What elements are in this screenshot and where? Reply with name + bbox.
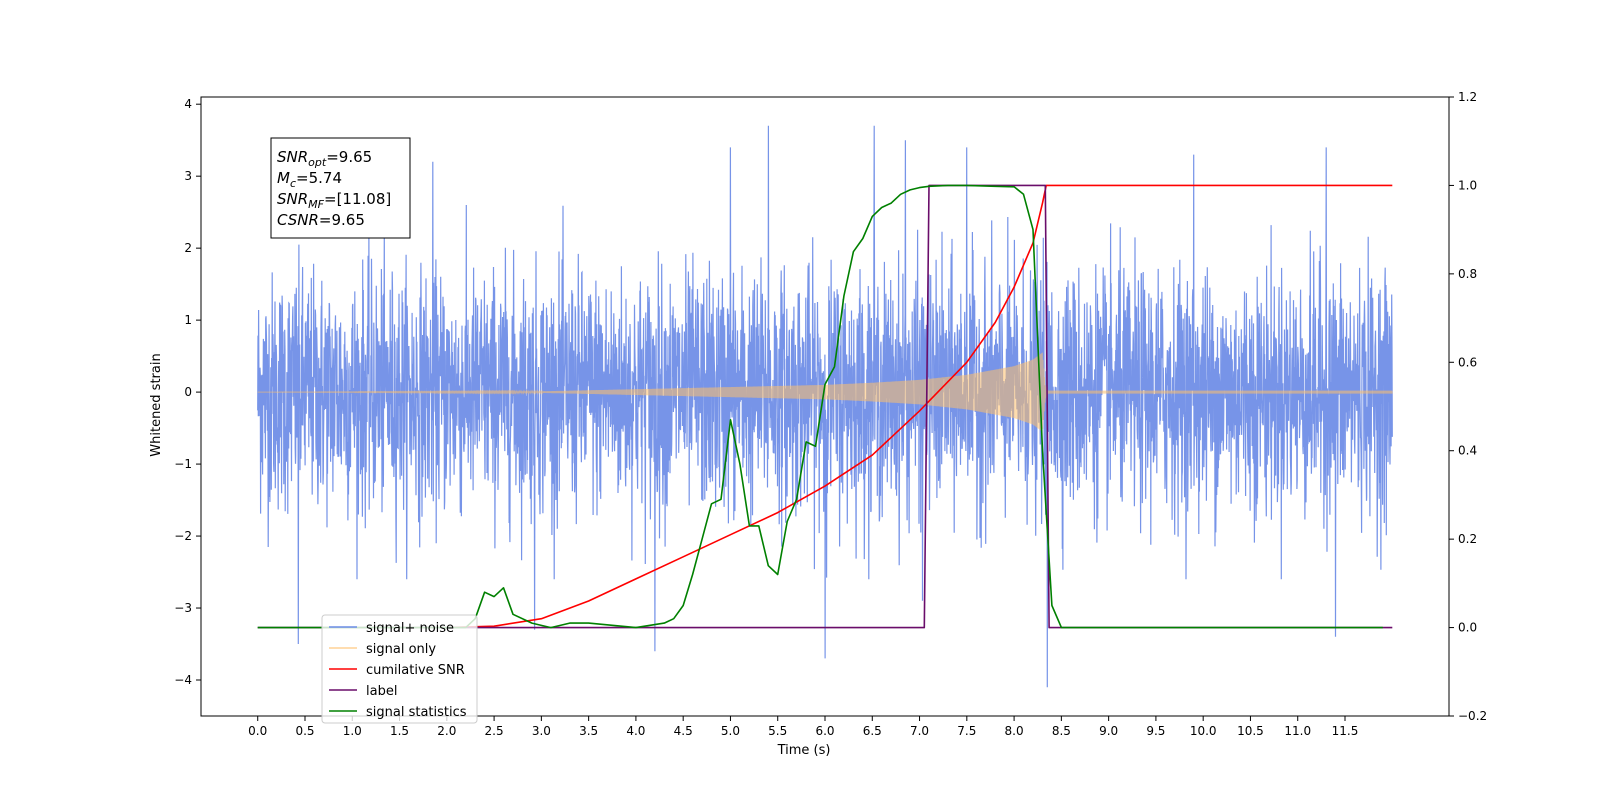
x-tick-label: 4.5 [674, 724, 693, 738]
y2-tick-label: 1.0 [1458, 178, 1477, 192]
y-tick-label: −4 [174, 673, 192, 687]
x-tick-label: 0.5 [295, 724, 314, 738]
y-axis-label: Whitened strain [149, 353, 164, 456]
annotation-subscript: opt [308, 156, 327, 169]
legend-entry: signal only [366, 642, 436, 657]
legend-entry: signal+ noise [366, 621, 454, 636]
y-tick-label: 2 [184, 241, 192, 255]
x-axis-label: Time (s) [777, 743, 831, 758]
annotation-value: =5.74 [296, 169, 342, 187]
legend-frame [321, 614, 478, 724]
annotation-line: CSNR=9.65 [277, 211, 365, 229]
annotation-subscript: c [290, 177, 296, 190]
y-tick-label: −3 [174, 601, 192, 615]
x-tick-label: 8.5 [1052, 724, 1071, 738]
y-tick-label: 0 [184, 385, 192, 399]
x-tick-label: 9.5 [1146, 724, 1165, 738]
x-tick-label: 7.0 [910, 724, 929, 738]
x-tick-label: 10.0 [1190, 724, 1217, 738]
annotation-value: =9.65 [326, 148, 372, 166]
legend-entry: cumilative SNR [366, 663, 465, 678]
x-tick-label: 3.0 [532, 724, 551, 738]
x-tick-label: 9.0 [1099, 724, 1118, 738]
annotation-line: SNRMF=[11.08] [277, 190, 391, 211]
x-tick-label: 3.5 [579, 724, 598, 738]
y2-tick-label: 0.6 [1458, 355, 1477, 369]
x-tick-label: 6.0 [815, 724, 834, 738]
y-tick-label: 4 [184, 97, 192, 111]
x-tick-label: 2.0 [437, 724, 456, 738]
y2-tick-label: 0.2 [1458, 532, 1477, 546]
annotation-symbol: SNR [277, 190, 308, 208]
x-tick-label: 5.5 [768, 724, 787, 738]
plot-area [257, 125, 1393, 688]
annotation-value: =9.65 [319, 211, 365, 229]
annotation-line: Mc=5.74 [277, 169, 342, 190]
y2-tick-label: −0.2 [1458, 709, 1487, 723]
x-tick-label: 6.5 [863, 724, 882, 738]
series-line-signal-statistics [257, 184, 1383, 629]
x-tick-label: 4.0 [626, 724, 645, 738]
annotation-line: SNRopt=9.65 [277, 148, 372, 169]
x-tick-label: 1.0 [343, 724, 362, 738]
annotation-symbol: SNR [277, 148, 308, 166]
annotation-subscript: MF [308, 198, 324, 211]
x-tick-label: 11.0 [1284, 724, 1311, 738]
annotation-value: =[11.08] [324, 190, 391, 208]
series-line-signal-only [257, 352, 1393, 432]
y-tick-label: −2 [174, 529, 192, 543]
x-tick-label: 1.5 [390, 724, 409, 738]
y2-tick-label: 0.4 [1458, 444, 1477, 458]
x-tick-label: 0.0 [248, 724, 267, 738]
annotation-symbol: M [277, 169, 290, 187]
series-line-signal-noise [257, 125, 1393, 688]
series-line-cumilative-snr [446, 184, 1393, 629]
y2-tick-label: 1.2 [1458, 90, 1477, 104]
y-tick-label: 3 [184, 169, 192, 183]
x-tick-label: 7.5 [957, 724, 976, 738]
legend-entry: signal statistics [366, 705, 467, 720]
y2-tick-label: 0.8 [1458, 267, 1477, 281]
x-tick-label: 8.0 [1005, 724, 1024, 738]
legend-entry: label [366, 684, 397, 699]
y-tick-label: 1 [184, 313, 192, 327]
x-tick-label: 11.5 [1332, 724, 1359, 738]
annotation-symbol: CSNR [277, 211, 319, 229]
x-tick-label: 5.0 [721, 724, 740, 738]
x-tick-label: 10.5 [1237, 724, 1264, 738]
legend: signal+ noise signal only cumilative SNR la… [321, 614, 478, 724]
annotation-frame [270, 137, 411, 239]
axes: 0.0 0.5 1.0 1.5 2.0 2.5 3.0 3.5 4.0 4.5 5.0 5.5 6.0 6… [174, 90, 1487, 738]
x-tick-label: 2.5 [485, 724, 504, 738]
y-tick-label: −1 [174, 457, 192, 471]
y2-tick-label: 0.0 [1458, 621, 1477, 635]
